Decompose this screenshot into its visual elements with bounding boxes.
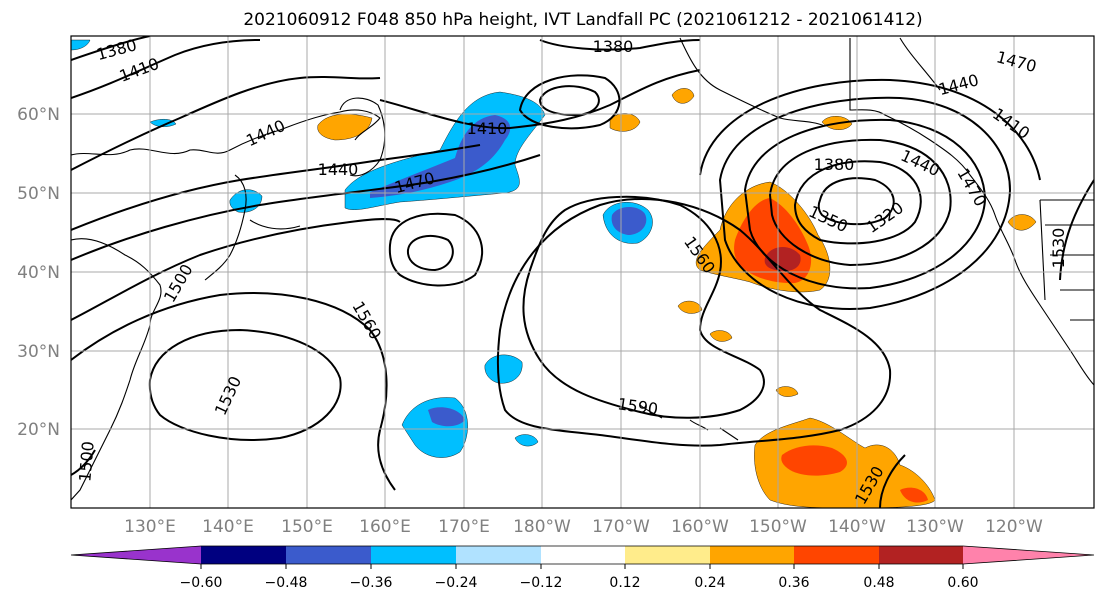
colorbar-tick-label: −0.24	[435, 575, 478, 591]
lat-label: 30°N	[17, 342, 60, 362]
colorbar-swatch	[879, 546, 963, 564]
colorbar-tick-label: 0.36	[778, 575, 809, 591]
contour-1350-low	[793, 160, 922, 245]
contour-1410-nw	[71, 39, 261, 99]
contour-label: 1530	[1049, 228, 1068, 269]
colorbar-swatch	[456, 546, 541, 564]
contour-1380-north	[539, 39, 701, 51]
contour-1380-low-north	[518, 74, 621, 130]
map-panel: 1380 1410 1380 1470 1440 1410 1440 1410 …	[17, 35, 1095, 537]
contour-1530-ne	[1059, 179, 1094, 281]
colorbar-swatch	[201, 546, 286, 564]
contour-1440-ridge	[71, 144, 481, 231]
contour-1470-low	[699, 78, 1041, 181]
colorbar	[70, 545, 1095, 569]
lon-label: 160°W	[671, 517, 729, 537]
positive-anomaly-strong	[900, 487, 928, 503]
contour-1500-west	[71, 218, 401, 321]
latitude-labels: 60°N 50°N 40°N 30°N 20°N	[17, 105, 60, 440]
negative-anomaly-core	[611, 206, 647, 235]
lon-label: 170°W	[592, 517, 650, 537]
state-borders	[1039, 199, 1094, 321]
contour-1470-ridge	[71, 154, 541, 261]
negative-anomaly-core	[370, 115, 511, 198]
north-america-coastline	[849, 38, 1094, 386]
lon-label: 140°W	[828, 517, 886, 537]
colorbar-swatch	[541, 546, 625, 564]
contour-closed-low-north	[538, 85, 600, 117]
colorbar-tick-label: −0.36	[350, 575, 393, 591]
colorbar-tick-label: 0.24	[694, 575, 725, 591]
contour-1530-sw-closed	[148, 328, 342, 441]
alaska-coastline	[679, 37, 941, 127]
colorbar-tick-label: 0.60	[947, 575, 978, 591]
colorbar-swatch	[625, 546, 710, 564]
contour-1530-south	[879, 454, 906, 508]
colorbar-swatch	[794, 546, 879, 564]
lon-label: 160°E	[359, 517, 411, 537]
lat-label: 20°N	[17, 420, 60, 440]
colorbar-tick-label: −0.12	[520, 575, 563, 591]
lat-label: 40°N	[17, 263, 60, 283]
lon-label: 180°W	[513, 517, 571, 537]
lon-label: 130°E	[124, 517, 176, 537]
contour-1560-west	[71, 292, 396, 491]
lon-label: 120°W	[985, 517, 1043, 537]
contour-closed-west-2	[388, 212, 484, 287]
contour-label: 1500	[75, 440, 97, 482]
contour-label: 1380	[814, 155, 855, 174]
positive-anomaly-region	[677, 300, 703, 314]
lon-label: 130°W	[906, 517, 964, 537]
longitude-labels: 130°E 140°E 150°E 160°E 170°E 180°W 170°…	[124, 517, 1043, 537]
contour-1380-nw	[71, 36, 151, 61]
colorbar-tick-label: 0.48	[863, 575, 894, 591]
colorbar-tick-label: −0.60	[180, 575, 223, 591]
lon-label: 150°W	[749, 517, 807, 537]
colorbar-swatch	[371, 546, 456, 564]
positive-anomaly-strong	[781, 445, 847, 476]
lat-label: 60°N	[17, 105, 60, 125]
lat-label: 50°N	[17, 184, 60, 204]
lon-label: 140°E	[202, 517, 254, 537]
negative-anomaly-region	[149, 119, 177, 127]
contour-label: 1380	[593, 37, 634, 56]
graticule	[71, 36, 1094, 508]
negative-anomaly-region	[484, 354, 523, 384]
contour-label: 1440	[318, 160, 359, 179]
colorbar-tick-label: −0.48	[265, 575, 308, 591]
contour-1440-low	[718, 96, 1012, 310]
contour-1590	[496, 198, 892, 447]
contour-1320-low	[817, 177, 895, 226]
contour-closed-low-west	[406, 234, 454, 272]
negative-anomaly-core	[428, 407, 465, 427]
positive-anomaly-region	[709, 330, 733, 342]
contour-1500-sw	[71, 449, 96, 476]
colorbar-ticks: −0.60 −0.48 −0.36 −0.24 −0.12 0.12 0.24 …	[180, 575, 979, 591]
colorbar-extend-min	[71, 546, 201, 564]
positive-anomaly-region	[671, 88, 695, 104]
contour-1410-low	[743, 118, 987, 290]
contour-1410-ridge	[379, 69, 701, 130]
map-frame	[70, 35, 1095, 509]
colorbar-swatch	[286, 546, 371, 564]
lon-label: 170°E	[438, 517, 490, 537]
lon-label: 150°E	[281, 517, 333, 537]
japan-coastline	[204, 174, 301, 281]
colorbar-swatch	[710, 546, 794, 564]
colorbar-extend-max	[963, 546, 1094, 564]
negative-anomaly-region	[514, 434, 539, 447]
height-contours	[71, 36, 1094, 508]
contour-1440-west	[71, 76, 381, 171]
contour-1380-low	[768, 138, 952, 267]
contour-label: 1410	[467, 119, 508, 138]
positive-anomaly-region	[1007, 214, 1037, 231]
colorbar-tick-label: 0.12	[609, 575, 640, 591]
contour-1560-ring	[522, 195, 765, 419]
figure-title: 2021060912 F048 850 hPa height, IVT Land…	[243, 10, 922, 30]
positive-anomaly-region	[775, 386, 799, 397]
